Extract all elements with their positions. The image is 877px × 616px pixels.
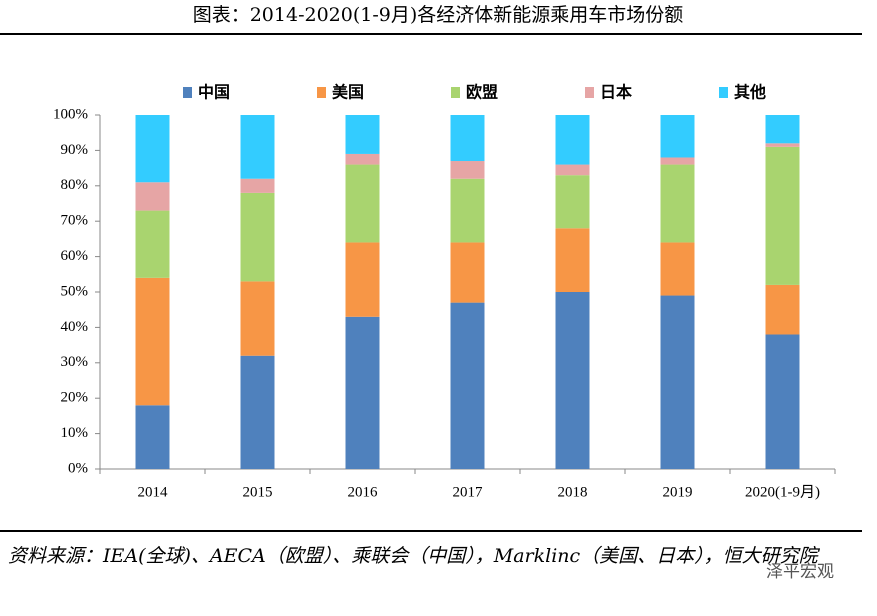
bar-segment bbox=[345, 164, 380, 243]
bar-segment bbox=[555, 175, 590, 229]
bar-segment bbox=[240, 178, 275, 193]
bar-segment bbox=[765, 115, 800, 144]
bar-segment bbox=[135, 210, 170, 278]
x-tick-label: 2015 bbox=[243, 484, 273, 500]
bar-segment bbox=[240, 192, 275, 282]
legend-swatch bbox=[183, 87, 192, 98]
bar-segment bbox=[450, 302, 485, 469]
legend-swatch bbox=[719, 87, 728, 98]
source-box: 资料来源：IEA(全球)、AECA（欧盟）、乘联会（中国），Marklinc（美… bbox=[8, 545, 818, 567]
y-tick-label: 40% bbox=[61, 319, 89, 335]
bar-segment bbox=[765, 334, 800, 469]
bar-segment bbox=[555, 228, 590, 292]
y-tick-label: 10% bbox=[61, 425, 89, 441]
x-tick-label: 2017 bbox=[453, 484, 484, 500]
y-tick-label: 50% bbox=[61, 283, 89, 299]
x-tick-label: 2018 bbox=[558, 484, 588, 500]
y-tick-label: 70% bbox=[61, 213, 89, 229]
x-tick-label: 2014 bbox=[138, 484, 169, 500]
bar-segment bbox=[450, 115, 485, 162]
bar-segment bbox=[660, 115, 695, 158]
y-tick-label: 0% bbox=[68, 460, 88, 476]
legend-swatch bbox=[317, 87, 326, 98]
legend-swatch bbox=[451, 87, 460, 98]
y-tick-label: 30% bbox=[61, 354, 89, 370]
bar-segment bbox=[135, 405, 170, 469]
bar-segment bbox=[345, 316, 380, 469]
bar-segment bbox=[450, 161, 485, 179]
bar-segment bbox=[345, 242, 380, 317]
bar-segment bbox=[240, 115, 275, 179]
bar-segment bbox=[450, 242, 485, 303]
x-tick-label: 2020(1-9月) bbox=[745, 484, 820, 500]
watermark: 泽平宏观 bbox=[766, 562, 834, 582]
bar-segment bbox=[660, 242, 695, 296]
chart-title: 图表：2014-2020(1-9月)各经济体新能源乘用车市场份额 bbox=[193, 4, 684, 26]
legend-label: 其他 bbox=[734, 83, 766, 102]
bar-segment bbox=[555, 115, 590, 165]
bar-segment bbox=[765, 284, 800, 335]
legend-swatch bbox=[585, 87, 594, 98]
bar-segment bbox=[555, 292, 590, 469]
bar-segment bbox=[555, 164, 590, 176]
x-tick-label: 2019 bbox=[663, 484, 693, 500]
bar-segment bbox=[765, 146, 800, 285]
bar-segment bbox=[660, 295, 695, 469]
x-tick-label: 2016 bbox=[348, 484, 379, 500]
bar-segment bbox=[135, 115, 170, 183]
legend-label: 美国 bbox=[332, 83, 364, 102]
bar-segment bbox=[240, 281, 275, 356]
y-tick-label: 100% bbox=[53, 106, 88, 122]
legend-label: 欧盟 bbox=[466, 83, 498, 102]
bar-segment bbox=[135, 277, 170, 406]
y-tick-label: 90% bbox=[61, 142, 89, 158]
bar-segment bbox=[765, 143, 800, 147]
bar-segment bbox=[240, 355, 275, 469]
legend-label: 中国 bbox=[198, 83, 230, 102]
y-tick-label: 80% bbox=[61, 177, 89, 193]
bar-segment bbox=[660, 157, 695, 165]
source: 资料来源：IEA(全球)、AECA（欧盟）、乘联会（中国），Marklinc（美… bbox=[8, 545, 818, 567]
bar-segment bbox=[345, 115, 380, 154]
y-tick-label: 60% bbox=[61, 248, 89, 264]
bar-segment bbox=[345, 153, 380, 165]
legend-label: 日本 bbox=[600, 83, 632, 102]
y-tick-label: 20% bbox=[61, 390, 89, 406]
bar-segment bbox=[660, 164, 695, 243]
bar-segment bbox=[135, 182, 170, 211]
bar-segment bbox=[450, 178, 485, 243]
